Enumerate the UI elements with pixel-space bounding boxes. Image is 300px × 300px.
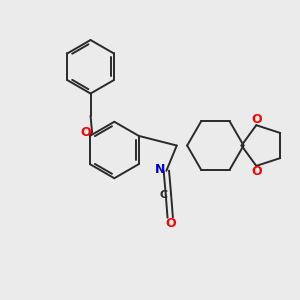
- Text: O: O: [251, 165, 262, 178]
- Text: N: N: [154, 163, 165, 176]
- Text: C: C: [160, 190, 168, 200]
- Text: O: O: [80, 126, 91, 139]
- Text: O: O: [165, 217, 175, 230]
- Text: O: O: [251, 113, 262, 126]
